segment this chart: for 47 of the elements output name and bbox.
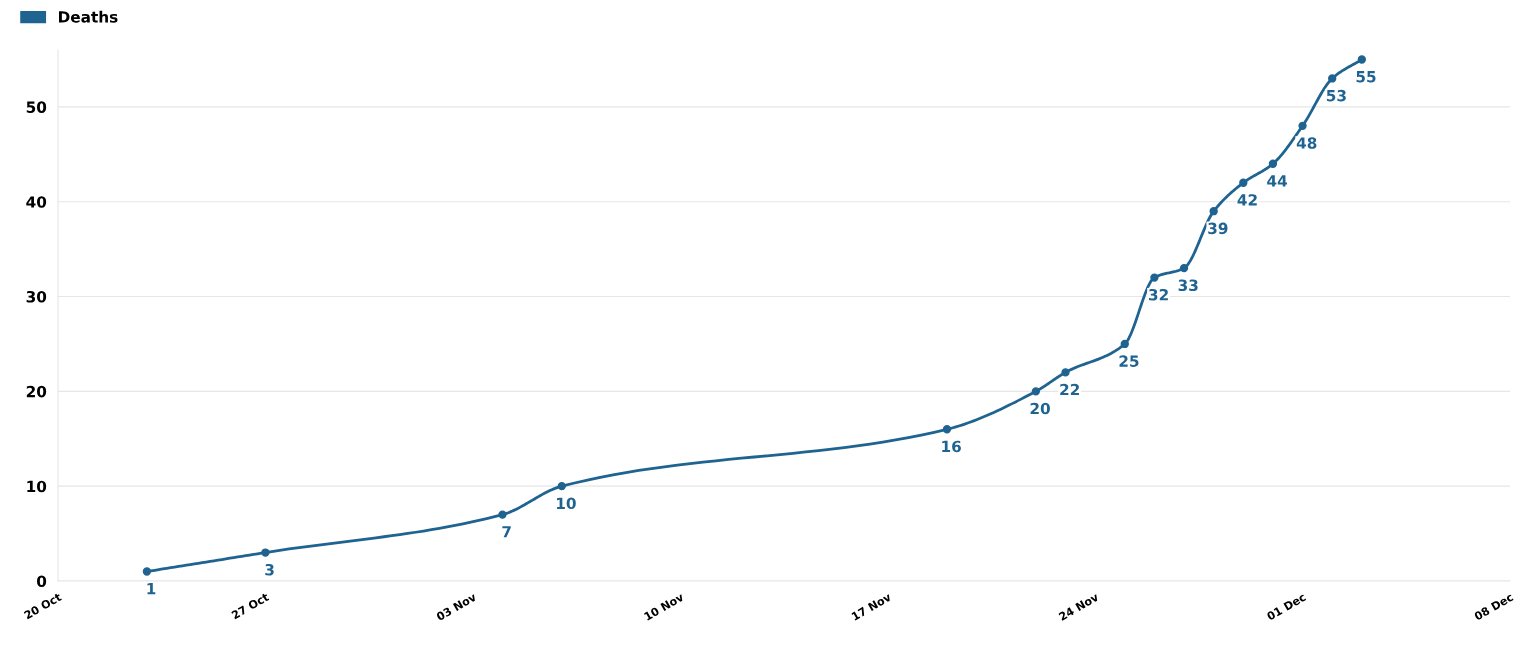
data-label: 22 xyxy=(1060,383,1079,396)
point xyxy=(261,548,270,557)
point xyxy=(1031,387,1041,396)
point xyxy=(1150,273,1159,282)
data-label: 20 xyxy=(1030,402,1050,415)
point xyxy=(1328,74,1337,83)
data-label: 33 xyxy=(1178,279,1198,292)
y-tick-label: 50 xyxy=(26,101,47,113)
x-tick-label: 27 Oct xyxy=(231,592,270,620)
data-label: 1 xyxy=(147,583,156,595)
data-label: 32 xyxy=(1148,288,1168,301)
y-tick-label: 0 xyxy=(36,575,47,588)
data-label: 39 xyxy=(1208,222,1228,235)
data-label: 10 xyxy=(557,497,576,510)
data-label: 55 xyxy=(1356,71,1376,83)
x-tick-label: 24 Nov xyxy=(1058,592,1100,621)
data-label: 3 xyxy=(265,563,274,576)
point xyxy=(1120,339,1129,349)
data-label: 7 xyxy=(502,526,511,538)
x-tick-label: 01 Dec xyxy=(1266,592,1307,621)
y-tick-label: 20 xyxy=(26,385,47,398)
point xyxy=(1239,178,1248,187)
point xyxy=(142,567,152,576)
data-label: 53 xyxy=(1326,89,1346,102)
point xyxy=(1357,55,1367,64)
point xyxy=(1179,263,1189,273)
point xyxy=(557,482,566,491)
y-tick-label: 40 xyxy=(26,196,47,208)
x-tick-label: 20 Oct xyxy=(23,592,63,620)
data-label: 42 xyxy=(1237,194,1257,206)
x-tick-label: 10 Nov xyxy=(643,592,685,621)
data-label: 48 xyxy=(1296,137,1317,149)
y-tick-label: 10 xyxy=(27,480,47,493)
point xyxy=(1268,159,1278,168)
data-label: 16 xyxy=(942,440,961,453)
point xyxy=(1061,368,1070,377)
y-tick-label: 30 xyxy=(26,291,47,303)
x-tick-label: 17 Nov xyxy=(851,592,892,621)
x-tick-label: 08 Dec xyxy=(1473,592,1514,621)
point xyxy=(942,425,952,434)
point xyxy=(498,510,507,519)
point xyxy=(1298,121,1307,131)
legend-label: Deaths xyxy=(59,10,118,23)
x-tick-label: 03 Nov xyxy=(435,592,478,622)
data-label: 44 xyxy=(1267,175,1288,187)
data-label: 25 xyxy=(1119,355,1139,367)
point xyxy=(1209,207,1218,216)
